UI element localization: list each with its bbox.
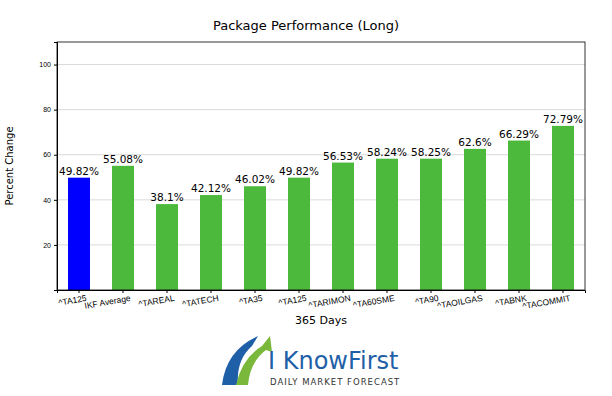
x-tick-mark bbox=[563, 290, 564, 293]
x-tick-mark bbox=[211, 290, 212, 293]
data-label: 49.82% bbox=[279, 165, 319, 177]
bar bbox=[420, 159, 442, 290]
x-tick-mark bbox=[475, 290, 476, 293]
bar bbox=[332, 163, 354, 290]
y-tick: 20 bbox=[43, 242, 57, 249]
y-axis-title: Percent Change bbox=[4, 126, 15, 205]
y-tick: 100 bbox=[39, 61, 57, 68]
y-axis: 20 40 60 80 100 bbox=[39, 43, 57, 291]
x-tick: IKF Average bbox=[84, 290, 132, 311]
grid-line bbox=[57, 109, 585, 110]
x-tick: ^TARIMON bbox=[308, 290, 352, 310]
x-tick: ^TA60SME bbox=[352, 290, 396, 310]
bar bbox=[376, 159, 398, 290]
y-tick: 40 bbox=[43, 197, 57, 204]
data-label: 56.53% bbox=[323, 150, 363, 162]
x-tick-label: ^TARIMON bbox=[308, 293, 352, 310]
data-label: 38.1% bbox=[150, 191, 183, 203]
x-tick-mark bbox=[431, 290, 432, 293]
bar bbox=[552, 126, 574, 290]
bar bbox=[200, 195, 222, 290]
grid bbox=[57, 65, 585, 245]
plot: 20406080100^TA125IKF Average^TAREAL^TATE… bbox=[39, 42, 585, 311]
x-tick: ^TACOMMIT bbox=[522, 290, 572, 311]
x-tick-label: ^TA60SME bbox=[352, 293, 396, 310]
x-tick: ^TA35 bbox=[238, 290, 263, 307]
x-axis-title: 365 Days bbox=[295, 314, 347, 327]
bar bbox=[68, 178, 90, 290]
x-tick-label: ^TAREAL bbox=[138, 293, 176, 309]
x-tick-mark bbox=[79, 290, 80, 293]
frame bbox=[57, 42, 585, 290]
data-labels: 49.82% 55.08% 38.1% 42.12% 46.02% 49.82% 56.53… bbox=[59, 113, 583, 203]
x-tick-mark bbox=[299, 290, 300, 293]
x-tick-mark bbox=[343, 290, 344, 293]
y-tick-mark bbox=[54, 155, 57, 156]
data-label: 49.82% bbox=[59, 165, 99, 177]
title: Package Performance (Long) bbox=[213, 18, 399, 33]
grid-line bbox=[57, 199, 585, 200]
bar bbox=[156, 204, 178, 290]
y-tick-mark bbox=[54, 65, 57, 66]
x-tick-label: ^TAOILGAS bbox=[436, 293, 483, 311]
y-tick-label: 100 bbox=[39, 61, 51, 68]
y-tick-label: 20 bbox=[43, 242, 51, 249]
bars bbox=[68, 126, 574, 290]
bar bbox=[112, 166, 134, 290]
data-label: 58.24% bbox=[367, 146, 407, 158]
data-label: 42.12% bbox=[191, 182, 231, 194]
x-tick-label: IKF Average bbox=[84, 293, 132, 311]
x-tick: ^TA125 bbox=[58, 290, 88, 308]
x-tick-mark bbox=[387, 290, 388, 293]
x-tick-label: ^TATECH bbox=[181, 293, 219, 309]
x-tick-mark bbox=[167, 290, 168, 293]
x-tick-mark bbox=[123, 290, 124, 293]
x-tick: ^TATECH bbox=[181, 290, 219, 309]
x-tick-mark bbox=[255, 290, 256, 293]
data-label: 66.29% bbox=[499, 128, 539, 140]
x-axis-line bbox=[58, 291, 586, 294]
grid-line bbox=[57, 64, 585, 65]
logo: I KnowFirst DAILY MARKET FORECAST bbox=[222, 336, 400, 387]
y-tick-label: 60 bbox=[43, 151, 51, 158]
y-tick-mark bbox=[54, 200, 57, 201]
x-tick-label: ^TA125 bbox=[278, 293, 308, 308]
x-tick: ^TAREAL bbox=[138, 290, 176, 309]
y-tick: 80 bbox=[43, 106, 57, 113]
bar bbox=[244, 186, 266, 290]
data-label: 55.08% bbox=[103, 153, 143, 165]
x-tick: ^TA90 bbox=[414, 290, 439, 307]
y-tick-label: 80 bbox=[43, 106, 51, 113]
bar bbox=[464, 149, 486, 290]
y-tick: 60 bbox=[43, 151, 57, 158]
logo-text: I KnowFirst bbox=[268, 347, 398, 375]
data-label: 72.79% bbox=[543, 113, 583, 125]
x-axis: ^TA125IKF Average^TAREAL^TATECH^TA35^TA1… bbox=[58, 290, 586, 311]
x-tick-label: ^TACOMMIT bbox=[522, 293, 572, 311]
data-label: 46.02% bbox=[235, 173, 275, 185]
data-label: 62.6% bbox=[458, 136, 491, 148]
x-tick-mark bbox=[519, 290, 520, 293]
x-tick: ^TA125 bbox=[278, 290, 308, 308]
logo-subtext: DAILY MARKET FORECAST bbox=[270, 377, 400, 387]
chart: 20406080100^TA125IKF Average^TAREAL^TATE… bbox=[0, 0, 612, 396]
y-tick-mark bbox=[54, 245, 57, 246]
x-tick: ^TAOILGAS bbox=[436, 290, 483, 311]
x-tick-label: ^TA90 bbox=[414, 293, 439, 307]
y-tick-label: 40 bbox=[43, 197, 51, 204]
bar bbox=[508, 141, 530, 290]
bar bbox=[288, 178, 310, 290]
grid-line bbox=[57, 244, 585, 245]
x-tick-label: ^TA35 bbox=[238, 293, 263, 307]
logo-icon bbox=[236, 336, 272, 385]
data-label: 58.25% bbox=[411, 146, 451, 158]
y-tick-mark bbox=[54, 110, 57, 111]
y-axis-line bbox=[54, 43, 58, 291]
